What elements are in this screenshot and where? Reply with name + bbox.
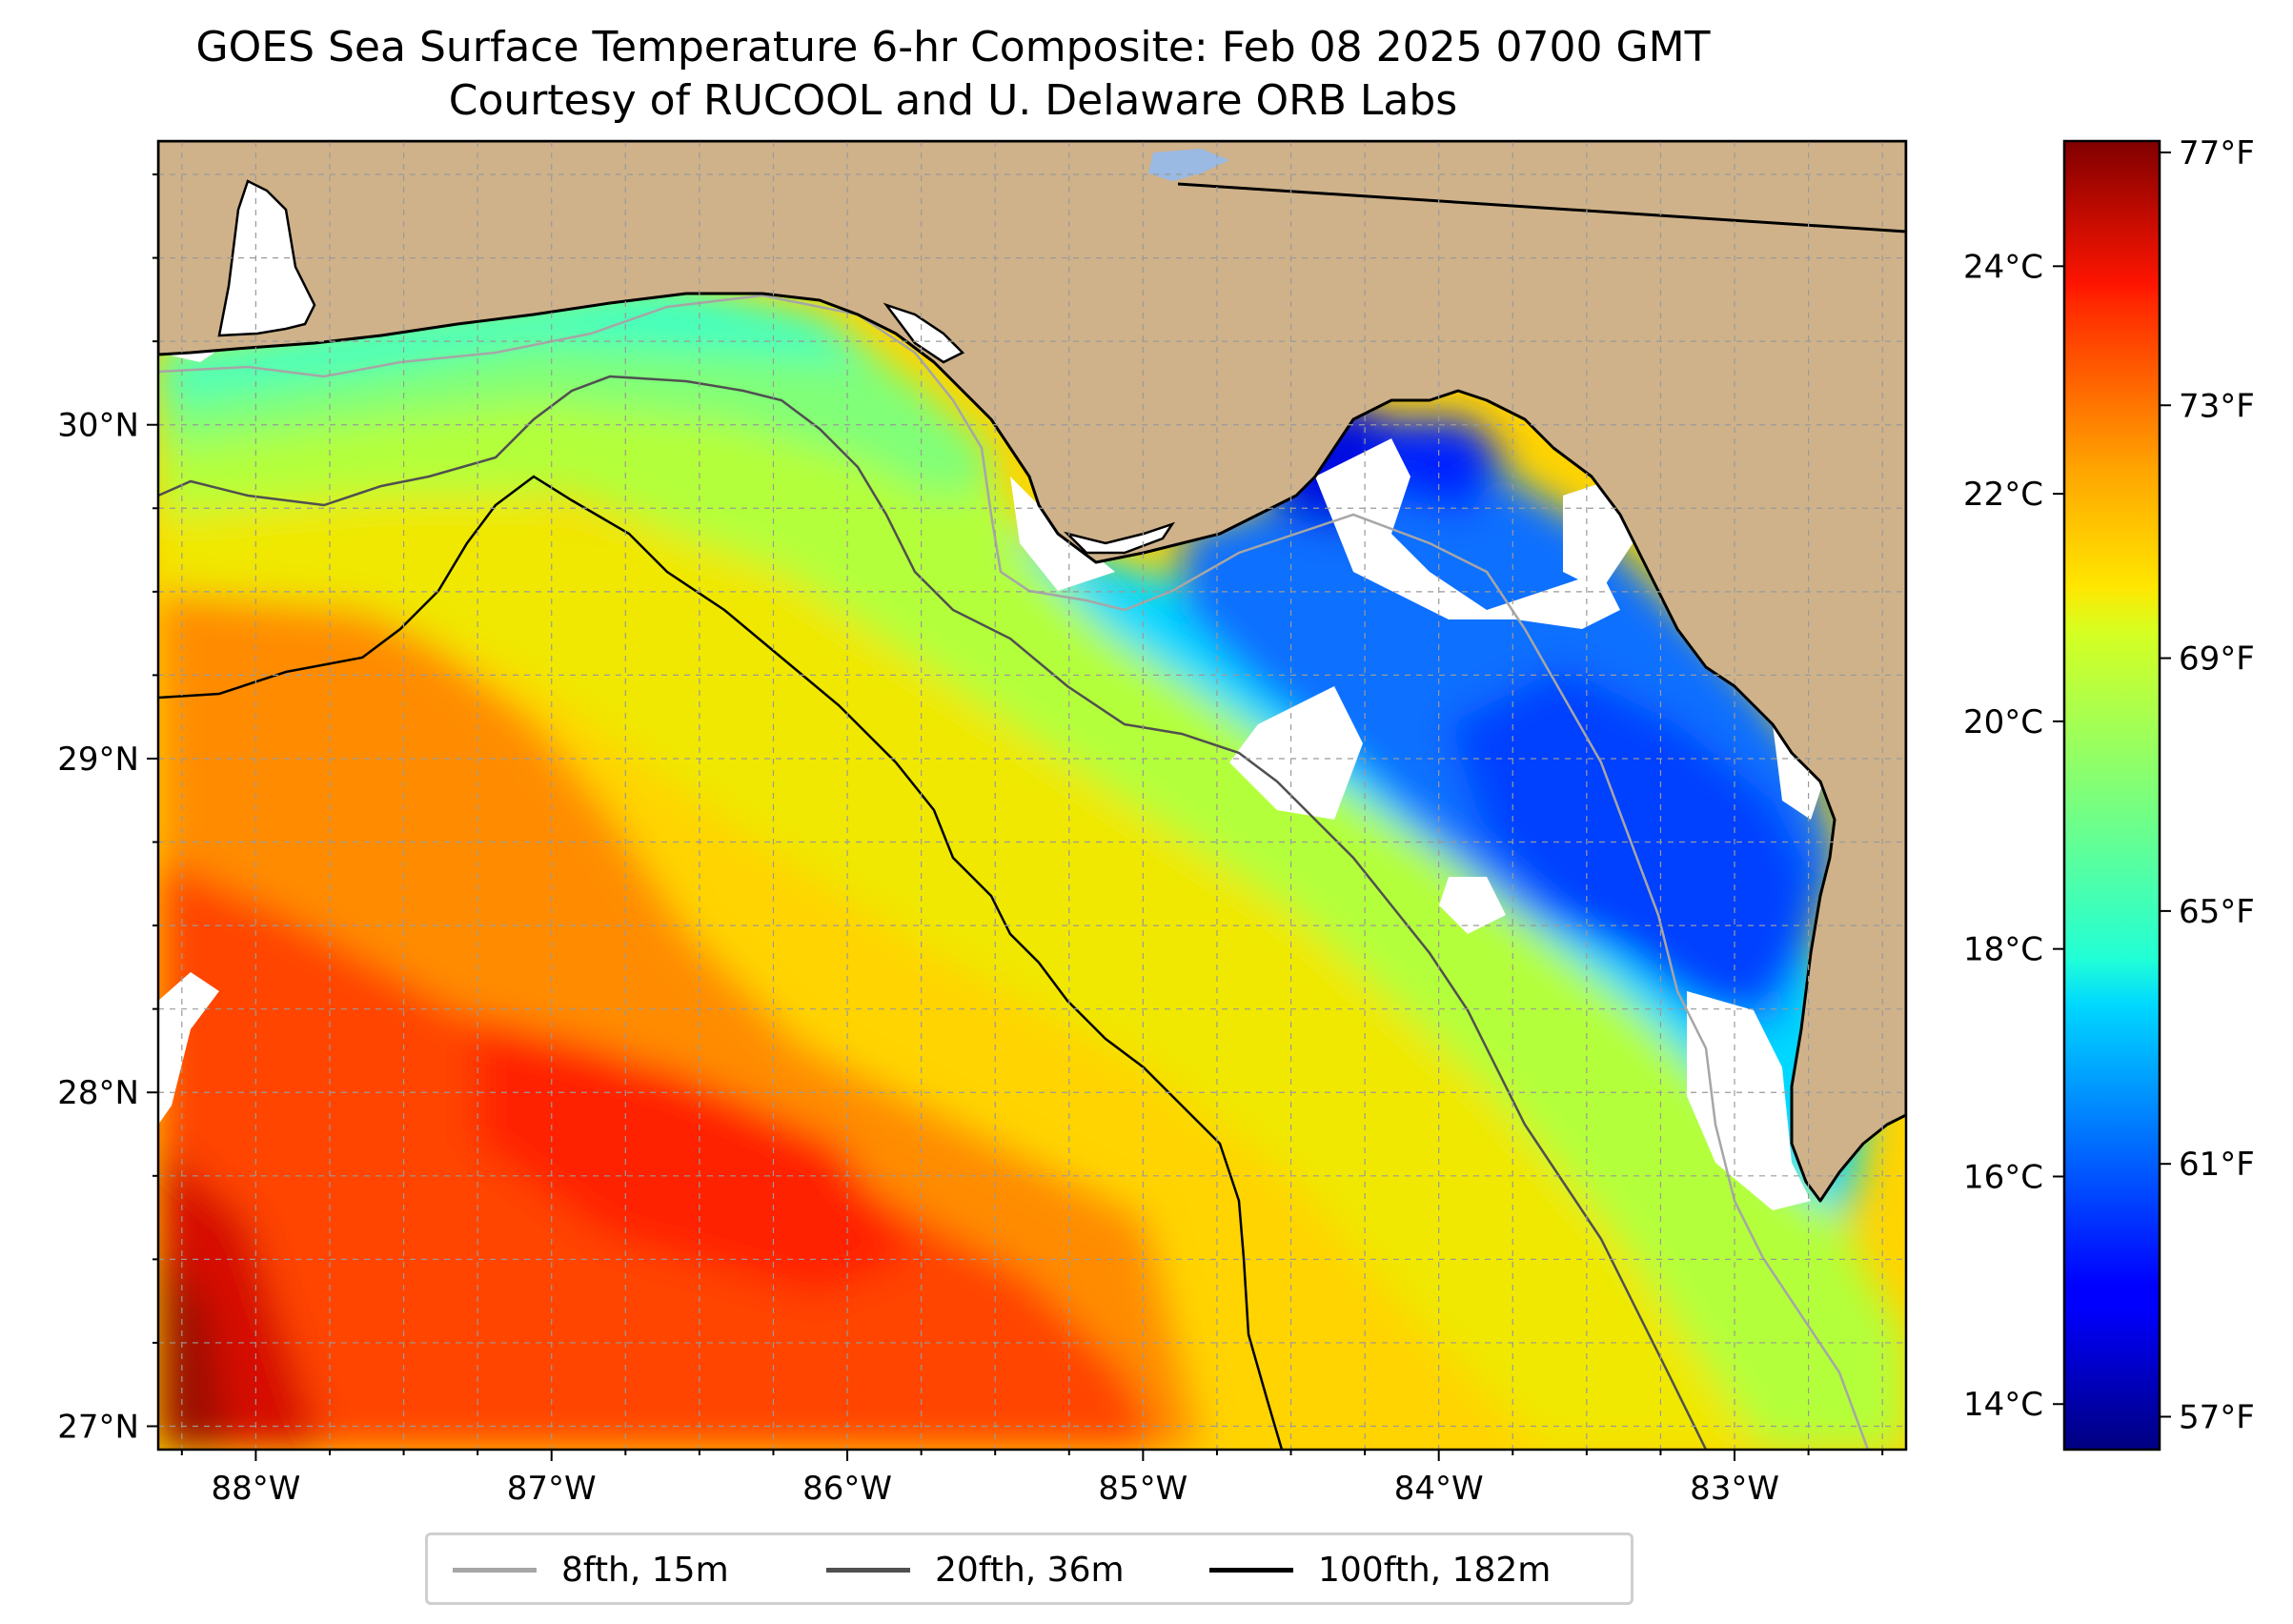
colorbar: 14°C 16°C 18°C 20°C 22°C 24°C 57°F 61°F 65°F 69°… [1963, 134, 2255, 1451]
lat-tick-label: 29°N [57, 741, 139, 779]
fahrenheit-tick-label: 77°F [2179, 134, 2255, 173]
contour-100fth [158, 475, 1284, 1450]
map-area [158, 141, 1906, 1450]
latitude-axis: 27°N 28°N 29°N 30°N [57, 173, 158, 1446]
fahrenheit-tick-label: 69°F [2179, 640, 2255, 679]
contour-20fth [158, 375, 1708, 1450]
celsius-scale: 14°C 16°C 18°C 20°C 22°C 24°C [1963, 248, 2064, 1424]
lake [1148, 149, 1229, 181]
legend-swatch-20fth [826, 1567, 910, 1573]
lon-tick-label: 86°W [802, 1470, 892, 1508]
celsius-tick-label: 16°C [1963, 1158, 2043, 1196]
state-border [1177, 182, 1906, 233]
land [158, 141, 1906, 1203]
lon-tick-label: 84°W [1394, 1470, 1484, 1508]
map-frame [156, 139, 1908, 1451]
fahrenheit-scale: 57°F 61°F 65°F 69°F 73°F 77°F [2160, 134, 2255, 1437]
legend-swatch-100fth [1209, 1567, 1293, 1573]
lat-tick-label: 30°N [57, 407, 139, 445]
legend-swatch-8fth [453, 1567, 537, 1573]
lon-tick-label: 83°W [1690, 1470, 1779, 1508]
colorbar-gradient [2062, 139, 2161, 1451]
bathymetry-contours [158, 294, 1870, 1450]
legend-label: 20fth, 36m [935, 1550, 1125, 1590]
chart-subtitle: Courtesy of RUCOOL and U. Delaware ORB L… [448, 76, 1458, 125]
celsius-tick-label: 18°C [1963, 931, 2043, 969]
fahrenheit-tick-label: 73°F [2179, 387, 2255, 425]
fahrenheit-tick-label: 65°F [2179, 893, 2255, 931]
celsius-tick-label: 22°C [1963, 476, 2043, 514]
legend-item-8fth: 8fth, 15m [453, 1549, 729, 1591]
lat-tick-label: 27°N [57, 1408, 139, 1446]
lon-tick-label: 85°W [1098, 1470, 1187, 1508]
fahrenheit-tick-label: 57°F [2179, 1399, 2255, 1437]
lon-tick-label: 88°W [211, 1470, 300, 1508]
legend-label: 8fth, 15m [561, 1550, 729, 1590]
legend-label: 100fth, 182m [1318, 1550, 1552, 1590]
celsius-tick-label: 14°C [1963, 1386, 2043, 1424]
northern-coastline [158, 141, 1906, 1203]
celsius-tick-label: 20°C [1963, 703, 2043, 741]
contour-legend: 8fth, 15m 20fth, 36m 100fth, 182m [425, 1533, 1634, 1605]
graticule [158, 141, 1906, 1450]
lat-tick-label: 28°N [57, 1074, 139, 1112]
legend-item-100fth: 100fth, 182m [1209, 1549, 1551, 1591]
longitude-axis: 88°W 87°W 86°W 85°W 84°W 83°W [180, 1450, 1884, 1508]
chart-title: GOES Sea Surface Temperature 6-hr Compos… [195, 23, 1711, 71]
celsius-tick-label: 24°C [1963, 248, 2043, 286]
lon-tick-label: 87°W [507, 1470, 597, 1508]
contour-8fth [158, 294, 1870, 1450]
legend-item-20fth: 20fth, 36m [826, 1549, 1125, 1591]
fahrenheit-tick-label: 61°F [2179, 1146, 2255, 1184]
